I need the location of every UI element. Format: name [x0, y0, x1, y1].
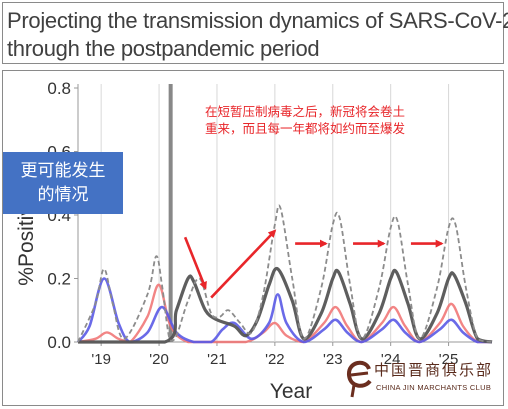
club-logo: 中国晋商俱乐部 CHINA JIN MARCHANTS CLUB	[344, 355, 504, 403]
scenario-label-box: 更可能发生 的情况	[3, 152, 123, 214]
series-line-solid-gray	[77, 266, 493, 344]
scenario-label-line-1: 更可能发生	[20, 161, 106, 181]
annotation-line-1: 在短暂压制病毒之后，新冠将会卷土	[205, 104, 406, 119]
x-tick-label: '19	[91, 351, 111, 368]
logo-english-name: CHINA JIN MARCHANTS CLUB	[376, 383, 492, 392]
x-tick-label: '22	[265, 351, 285, 368]
x-tick-label: '25	[439, 351, 459, 368]
x-tick-label: '20	[149, 351, 169, 368]
series-line-red	[77, 283, 492, 344]
x-axis-label: Year	[270, 380, 312, 403]
annotation-arrow	[210, 229, 277, 299]
logo-chinese-name: 中国晋商俱乐部	[374, 361, 494, 379]
scenario-label-line-2: 的情况	[37, 185, 89, 205]
y-tick-label: 0.8	[47, 79, 71, 98]
x-tick-label: '21	[207, 351, 227, 368]
chart-title-line-2: through the postpandemic period	[7, 36, 320, 61]
y-tick-label: 0.0	[47, 333, 71, 352]
logo-e-icon	[347, 360, 372, 398]
annotation-arrow	[183, 236, 207, 290]
series-line-dashed-gray	[77, 204, 493, 343]
y-tick-label: 0.2	[47, 270, 71, 289]
annotation-line-2: 重来，而且每一年都将如约而至爆发	[205, 121, 406, 136]
chart-title-line-1: Projecting the transmission dynamics of …	[7, 8, 508, 33]
x-tick-label: '23	[323, 351, 343, 368]
series-line-blue	[76, 277, 492, 344]
chart-frame	[2, 70, 504, 406]
title-box: Projecting the transmission dynamics of …	[2, 2, 508, 64]
x-tick-label: '24	[381, 351, 401, 368]
annotation-text: 在短暂压制病毒之后，新冠将会卷土 重来，而且每一年都将如约而至爆发	[205, 103, 435, 137]
